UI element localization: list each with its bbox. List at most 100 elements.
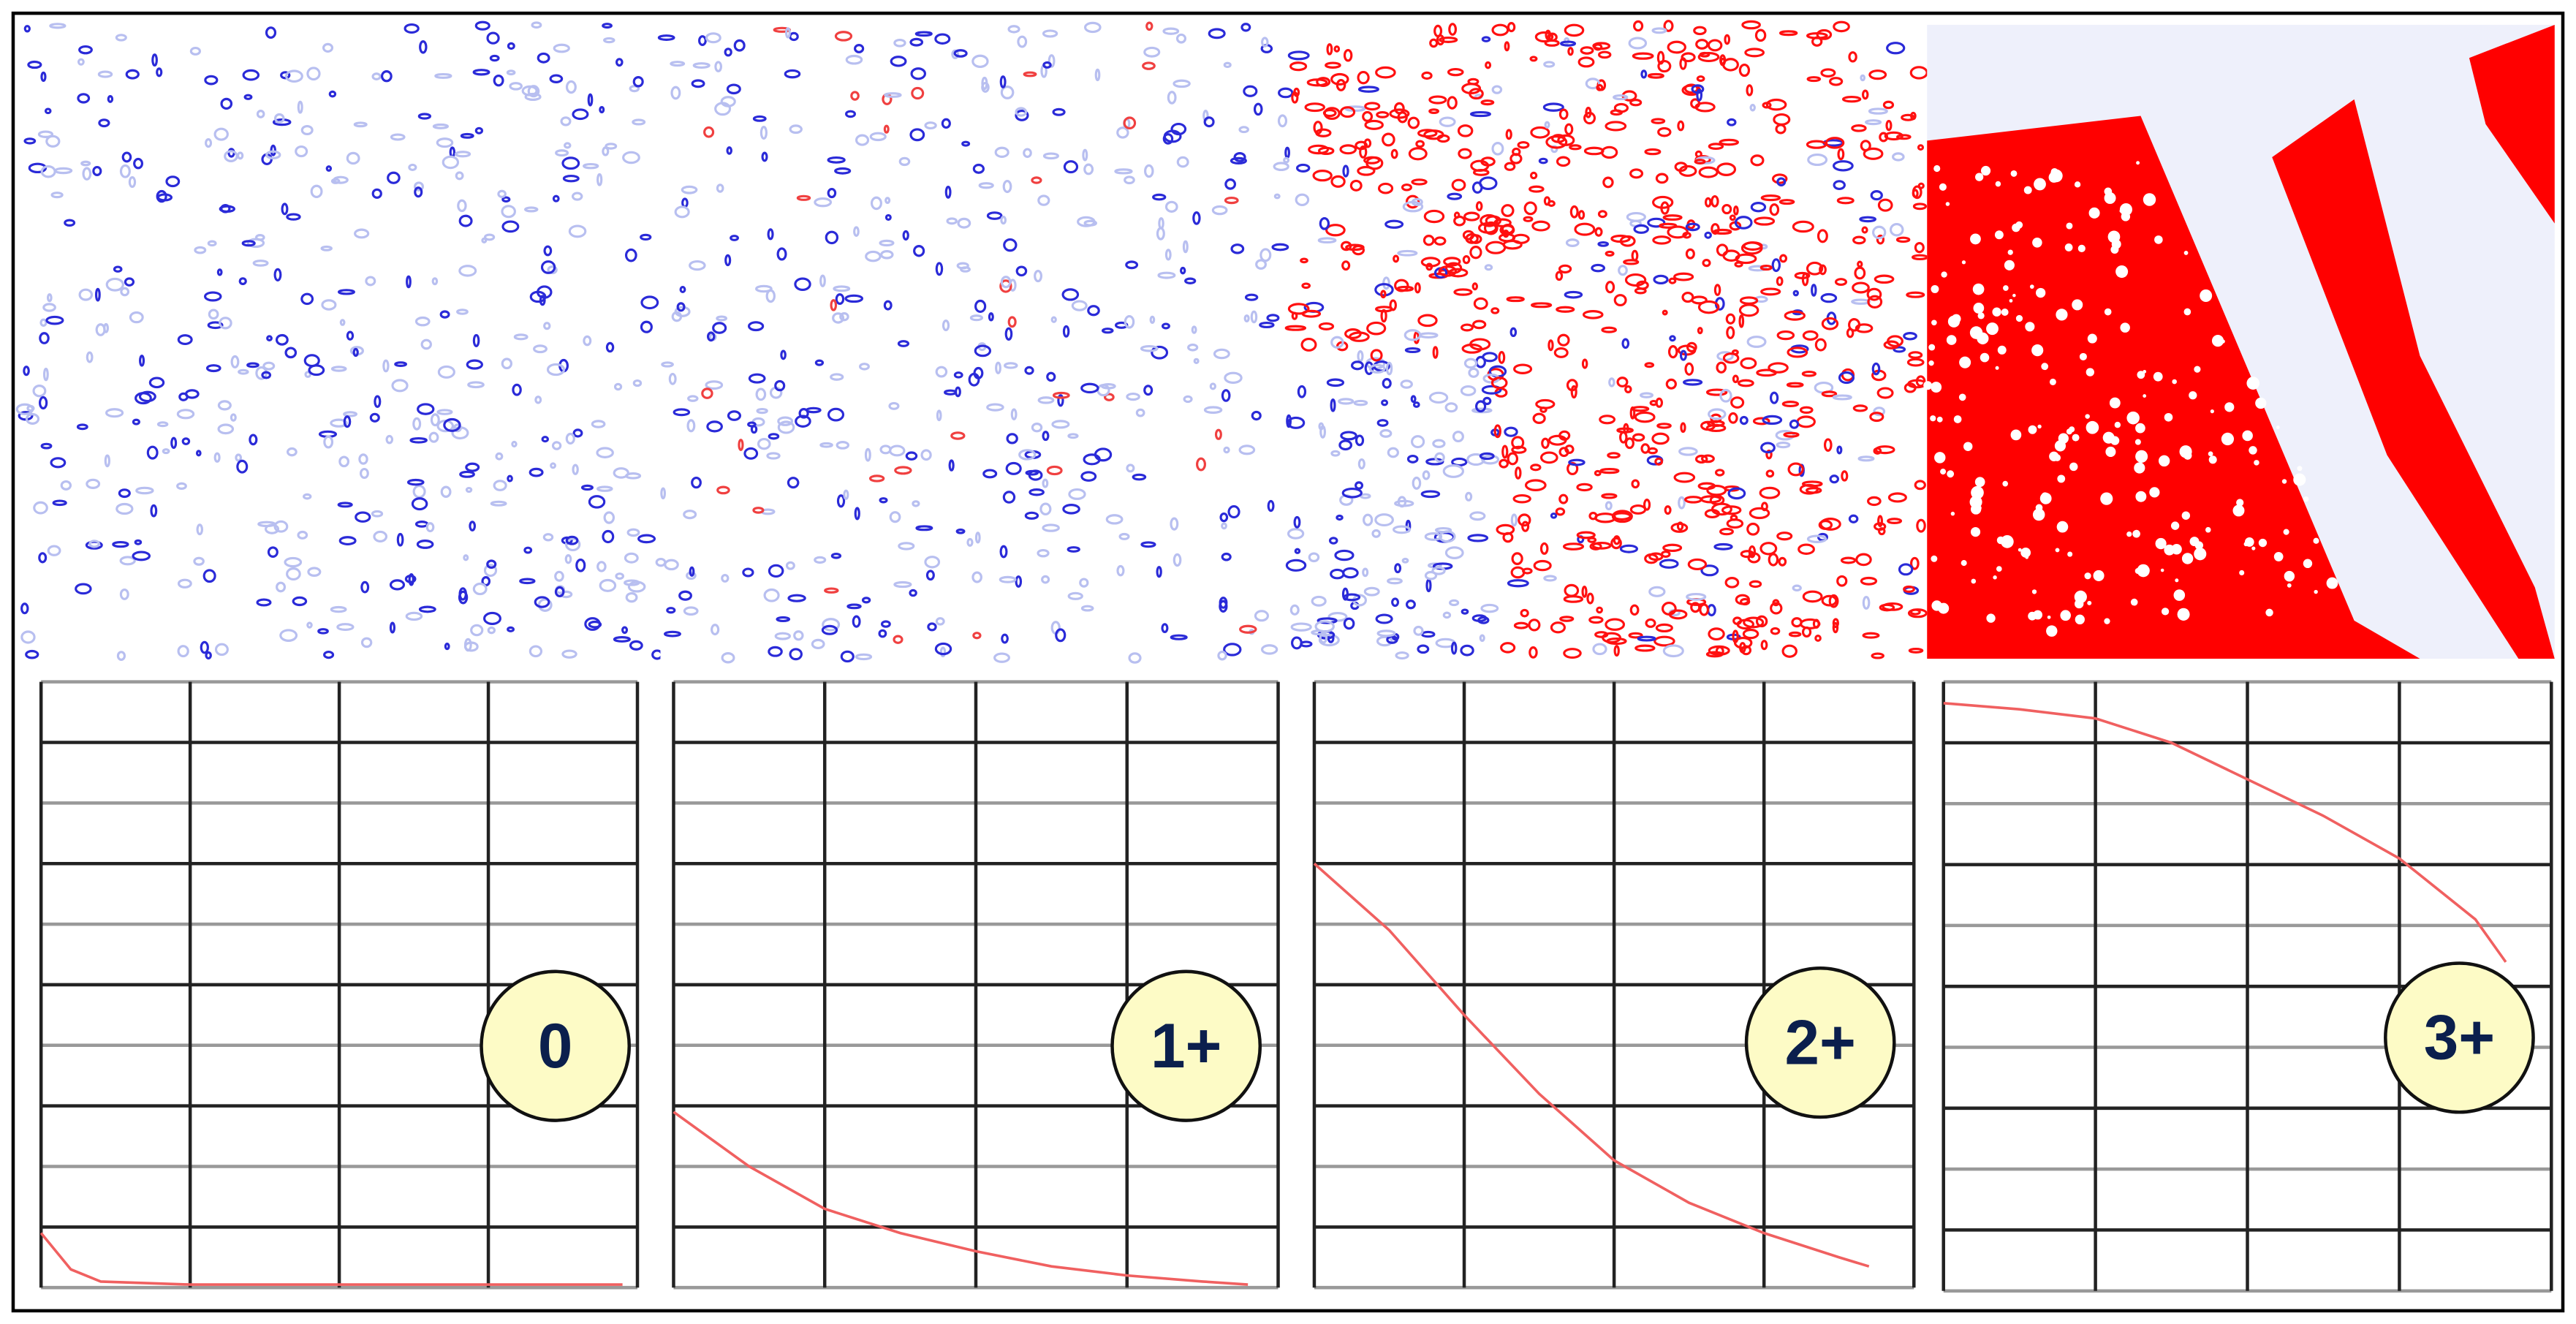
cell: [230, 355, 240, 368]
cell: [524, 92, 542, 102]
cell: [957, 217, 971, 229]
cell: [1469, 511, 1486, 521]
cell: [564, 537, 581, 552]
cell: [795, 415, 811, 428]
cell: [1479, 176, 1498, 191]
cell: [1778, 556, 1787, 567]
cell: [542, 533, 554, 542]
cell: [1833, 180, 1846, 190]
cell: [1613, 94, 1629, 101]
cell: [1283, 156, 1290, 164]
cell: [487, 626, 496, 635]
cell: [323, 435, 334, 449]
cell: [1814, 338, 1827, 352]
cell: [1794, 271, 1811, 280]
cell: [1504, 426, 1518, 437]
cell: [1765, 469, 1775, 478]
cell: [2060, 610, 2071, 621]
cell: [2032, 237, 2042, 248]
cell: [1203, 116, 1215, 128]
cell: [1502, 532, 1514, 543]
cell: [20, 630, 36, 644]
cell: [360, 467, 369, 480]
cell: [1640, 69, 1648, 79]
cell: [1640, 392, 1654, 398]
cell: [1173, 553, 1182, 567]
cell: [1722, 352, 1740, 364]
cell: [1343, 617, 1355, 630]
cell: [1749, 104, 1756, 112]
cell: [193, 556, 205, 566]
cell: [1657, 126, 1672, 137]
cell: [1568, 458, 1586, 466]
cell: [1923, 381, 1933, 390]
cell: [730, 235, 739, 241]
cell: [571, 192, 583, 201]
cell: [1143, 385, 1153, 396]
cell: [2175, 578, 2179, 583]
cell: [971, 571, 982, 583]
cell: [640, 295, 659, 310]
cell: [523, 546, 533, 554]
cell: [25, 649, 39, 659]
cell: [42, 367, 49, 382]
cell: [1530, 464, 1542, 472]
cell: [1284, 325, 1307, 331]
cell: [1423, 209, 1445, 224]
cell: [726, 83, 741, 95]
cell: [1336, 514, 1344, 521]
cell: [2104, 308, 2112, 316]
cell: [2001, 309, 2009, 316]
cell: [960, 266, 971, 273]
cell: [1363, 586, 1380, 597]
cell: [1821, 390, 1838, 398]
cell: [474, 126, 484, 135]
cell: [1052, 391, 1070, 399]
cell: [912, 500, 920, 507]
cell: [1156, 227, 1165, 241]
cell: [640, 233, 652, 241]
cell: [1063, 160, 1079, 174]
cell: [284, 69, 303, 83]
cell: [1414, 282, 1421, 294]
cell: [105, 277, 124, 292]
cell: [458, 265, 477, 277]
cell: [1126, 392, 1140, 401]
cell: [1893, 346, 1906, 353]
cell: [1126, 464, 1135, 473]
cell: [76, 423, 88, 431]
cell: [757, 437, 771, 450]
cell: [119, 556, 136, 566]
cell: [839, 312, 849, 322]
cell: [27, 60, 42, 69]
cell: [540, 260, 556, 274]
cell: [1428, 391, 1449, 404]
cell: [1447, 96, 1458, 110]
cell: [1874, 445, 1895, 455]
cell: [1816, 29, 1833, 40]
cell: [1513, 621, 1529, 629]
cell: [1362, 110, 1374, 122]
cell: [1447, 192, 1463, 200]
cell: [572, 428, 583, 438]
cell: [670, 61, 686, 67]
cell: [1662, 309, 1668, 316]
cell: [1413, 625, 1424, 636]
cell: [776, 247, 787, 261]
cell: [1287, 50, 1310, 61]
cell: [1601, 145, 1618, 159]
cell: [1003, 362, 1018, 369]
cell: [888, 401, 900, 410]
cell: [275, 333, 289, 346]
cell: [1343, 48, 1353, 62]
cell: [2314, 589, 2318, 594]
cell: [1349, 179, 1363, 192]
cell: [1530, 126, 1550, 139]
cell: [205, 137, 213, 148]
cell: [942, 319, 950, 332]
cell: [1227, 505, 1240, 519]
cell: [323, 650, 335, 659]
cell: [1550, 512, 1558, 519]
cell: [1208, 28, 1226, 39]
cell: [1685, 248, 1695, 260]
